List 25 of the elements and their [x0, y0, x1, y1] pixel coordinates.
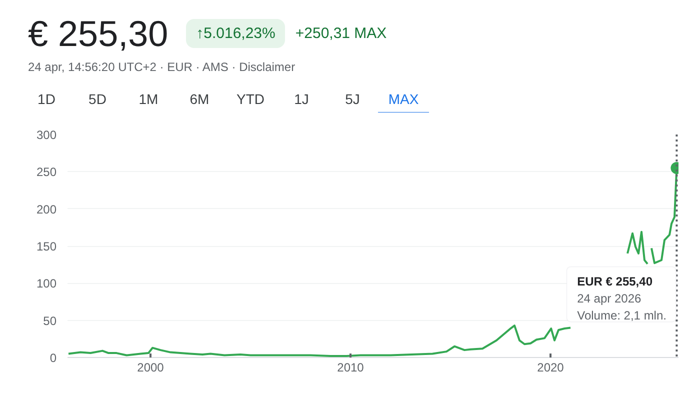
text: +250,31 MAX	[295, 25, 387, 42]
y-tick-label: 150	[36, 240, 57, 254]
x-tick-label: 2000	[137, 360, 164, 374]
y-tick-label: 100	[36, 276, 57, 291]
y-tick-label: 200	[36, 202, 57, 216]
text: 6M	[188, 90, 210, 109]
text: YTD	[236, 90, 266, 109]
text: 5D	[88, 90, 108, 109]
x-tick-label: 2020	[537, 360, 564, 374]
y-tick-label: 300	[36, 128, 57, 142]
text: 1D	[36, 90, 56, 109]
chart-subtitle: 24 apr, 14:56:20 UTC+2 · EUR · AMS · Disclaimer	[28, 59, 296, 76]
text: 1J	[293, 90, 310, 109]
x-tick-label: 2010	[337, 360, 364, 374]
text: 1M	[138, 90, 160, 109]
annotation: Volume: 2,1 mln.	[577, 308, 666, 323]
text: MAX	[378, 88, 429, 115]
chart-title: € 255,30	[28, 13, 168, 54]
text: ↑5.016,23%	[186, 19, 286, 48]
annotation: 24 apr 2026	[577, 292, 642, 306]
y-tick-label: 250	[36, 165, 57, 180]
text: 5J	[344, 90, 361, 109]
y-tick-label: 50	[43, 314, 57, 328]
y-tick-label: 0	[50, 351, 57, 365]
annotation: EUR € 255,40	[577, 274, 653, 289]
